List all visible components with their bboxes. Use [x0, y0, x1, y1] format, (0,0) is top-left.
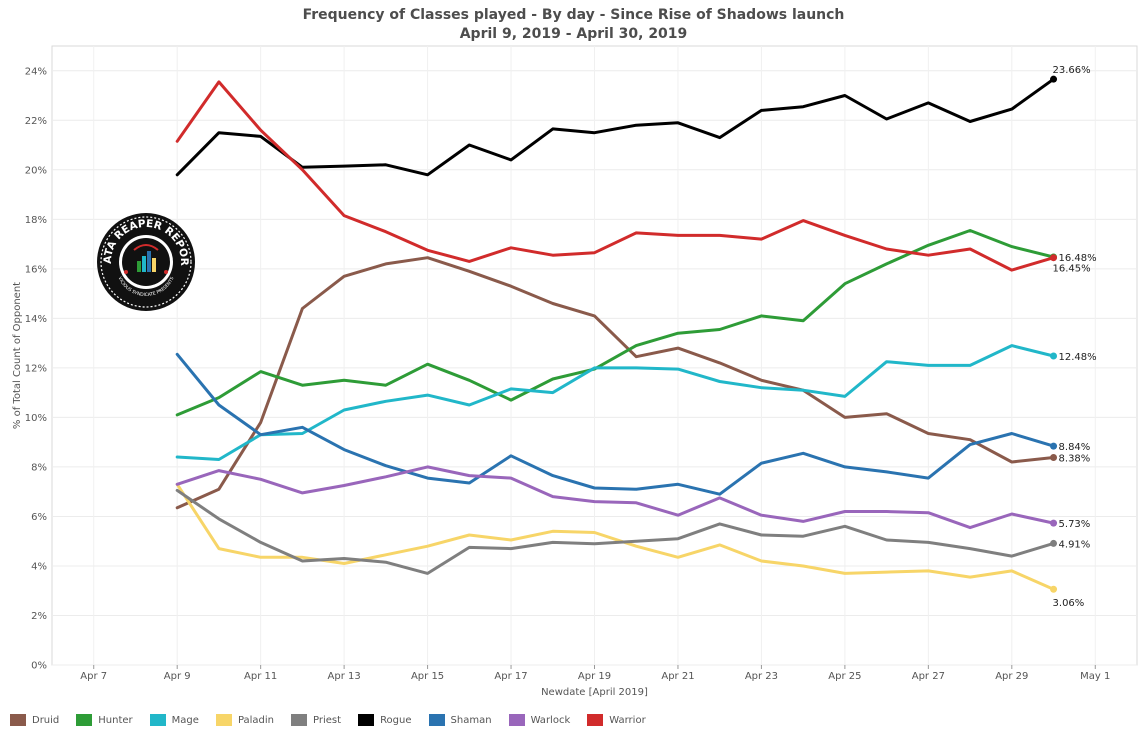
legend-label-warrior: Warrior: [609, 714, 646, 726]
y-axis-title: % of Total Count of Opponent: [12, 282, 23, 429]
series-line-shaman: [175, 352, 1055, 496]
x-tick-label: Apr 19: [578, 671, 611, 682]
y-tick-label: 8%: [31, 462, 47, 473]
x-tick-label: Apr 9: [164, 671, 191, 682]
end-label-paladin: 3.06%: [1053, 598, 1085, 609]
chart-title-line2: April 9, 2019 - April 30, 2019: [459, 26, 688, 42]
legend-label-druid: Druid: [32, 714, 60, 726]
x-tick-label: Apr 7: [80, 671, 107, 682]
x-tick-label: Apr 27: [912, 671, 945, 682]
end-label-mage: 12.48%: [1059, 352, 1097, 363]
legend-swatch-warlock: [508, 714, 525, 726]
x-tick-label: May 1: [1080, 671, 1110, 682]
y-tick-label: 24%: [25, 66, 47, 77]
chart-legend: Druid Hunter Mage Paladin Priest Rogue Shaman W…: [10, 712, 663, 728]
legend-swatch-priest: [291, 714, 308, 726]
legend-label-paladin: Paladin: [237, 714, 275, 726]
legend-item-paladin[interactable]: Paladin: [215, 714, 275, 726]
legend-label-rogue: Rogue: [380, 714, 412, 726]
y-tick-label: 16%: [25, 264, 47, 275]
series-line-mage: [175, 344, 1055, 461]
end-point-shaman: [1050, 442, 1058, 450]
legend-item-rogue[interactable]: Rogue: [358, 714, 412, 726]
y-tick-label: 2%: [31, 611, 47, 622]
y-tick-label: 12%: [25, 363, 47, 374]
y-tick-label: 10%: [25, 413, 47, 424]
series-line-druid: [175, 256, 1055, 510]
x-tick-label: Apr 29: [995, 671, 1028, 682]
x-tick-label: Apr 23: [745, 671, 778, 682]
end-point-warlock: [1050, 519, 1058, 527]
legend-swatch-paladin: [215, 714, 232, 726]
legend-swatch-rogue: [358, 714, 375, 726]
y-tick-label: 4%: [31, 561, 47, 572]
end-point-druid: [1050, 454, 1058, 462]
y-tick-label: 22%: [25, 116, 47, 127]
legend-swatch-warrior: [587, 714, 604, 726]
end-label-hunter: 16.48%: [1059, 253, 1097, 264]
y-tick-label: 0%: [31, 661, 47, 672]
x-tick-label: Apr 21: [661, 671, 694, 682]
series-line-rogue: [175, 77, 1055, 177]
x-tick-label: Apr 13: [328, 671, 361, 682]
legend-swatch-druid: [10, 714, 26, 726]
x-tick-label: Apr 15: [411, 671, 444, 682]
legend-item-hunter[interactable]: Hunter: [76, 714, 133, 726]
legend-swatch-hunter: [76, 714, 93, 726]
series-line-warrior: [175, 80, 1055, 272]
legend-item-priest[interactable]: Priest: [291, 714, 341, 726]
series-line-priest: [175, 488, 1055, 575]
end-point-priest: [1050, 539, 1058, 547]
end-point-mage: [1050, 352, 1058, 360]
legend-swatch-shaman: [428, 714, 445, 726]
y-tick-label: 14%: [25, 314, 47, 325]
end-point-rogue: [1050, 75, 1058, 83]
legend-swatch-mage: [149, 714, 166, 726]
legend-item-warlock[interactable]: Warlock: [508, 714, 571, 726]
end-label-rogue: 23.66%: [1053, 65, 1091, 76]
series-line-hunter: [175, 229, 1055, 417]
end-point-warrior: [1050, 254, 1058, 262]
x-tick-label: Apr 25: [828, 671, 861, 682]
legend-item-mage[interactable]: Mage: [149, 714, 199, 726]
legend-label-hunter: Hunter: [98, 714, 133, 726]
chart-title-line1: Frequency of Classes played - By day - S…: [302, 7, 845, 23]
legend-item-druid[interactable]: Druid: [10, 714, 59, 726]
end-label-warrior: 16.45%: [1053, 264, 1091, 275]
end-label-priest: 4.91%: [1059, 539, 1091, 550]
chart-title: Frequency of Classes played - By day - S…: [0, 6, 1147, 44]
x-tick-label: Apr 17: [494, 671, 527, 682]
y-tick-label: 6%: [31, 512, 47, 523]
y-tick-label: 20%: [25, 165, 47, 176]
end-point-paladin: [1050, 585, 1058, 593]
series-line-warlock: [175, 465, 1055, 530]
x-tick-label: Apr 11: [244, 671, 277, 682]
legend-label-shaman: Shaman: [450, 714, 492, 726]
legend-item-shaman[interactable]: Shaman: [428, 714, 492, 726]
legend-label-mage: Mage: [171, 714, 199, 726]
end-label-shaman: 8.84%: [1059, 442, 1091, 453]
data-reaper-report-logo: DATA REAPER REPORT VICIOUS SYNDICATE PRE…: [96, 212, 195, 311]
y-tick-label: 18%: [25, 215, 47, 226]
legend-label-priest: Priest: [313, 714, 342, 726]
end-label-druid: 8.38%: [1059, 454, 1091, 465]
x-axis-title: Newdate [April 2019]: [541, 687, 648, 698]
legend-label-warlock: Warlock: [530, 714, 571, 726]
legend-item-warrior[interactable]: Warrior: [587, 714, 646, 726]
end-label-warlock: 5.73%: [1059, 519, 1091, 530]
